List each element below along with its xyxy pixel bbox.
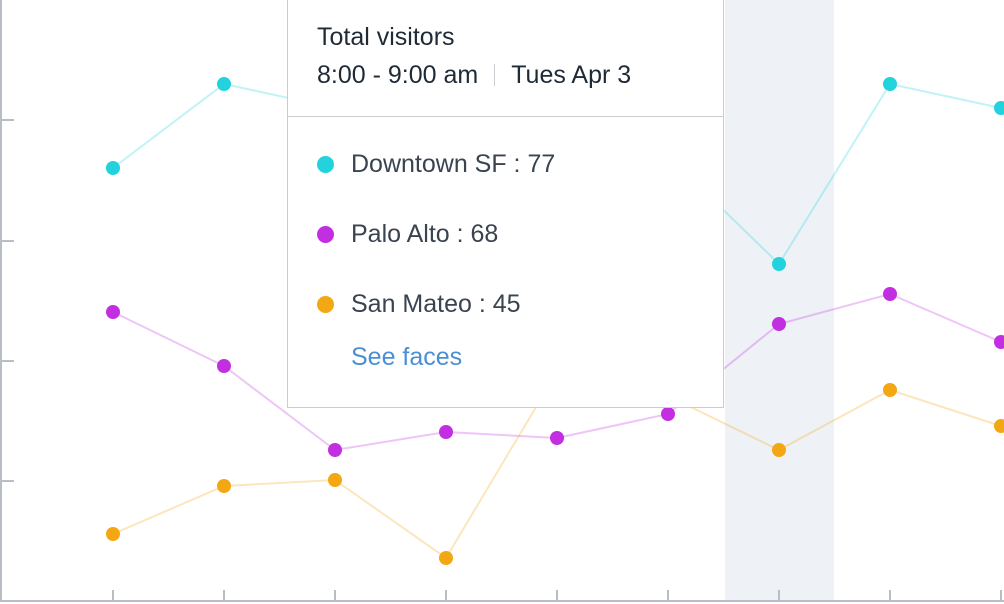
see-faces-link[interactable]: See faces [351,343,463,371]
point-downtown-sf-7 [772,257,786,271]
palo-alto-dot-icon [317,225,334,243]
tooltip-item-label: Palo Alto : 68 [351,219,499,248]
tooltip-body: Downtown SF : 77 Palo Alto : 68 San Mate… [288,129,723,372]
point-palo-alto-2 [217,359,231,373]
downtown-sf-dot-icon [317,155,334,173]
point-palo-alto-1 [106,305,120,319]
point-palo-alto-8 [883,287,897,301]
tooltip-header: Total visitors 8:00 - 9:00 am Tues Apr 3 [288,0,723,117]
point-palo-alto-7 [772,317,786,331]
tooltip-item-palo-alto: Palo Alto : 68 [317,199,723,269]
divider [494,64,496,86]
tooltip-time: 8:00 - 9:00 am [317,61,479,89]
point-palo-alto-3 [328,443,342,457]
tooltip: Total visitors 8:00 - 9:00 am Tues Apr 3 … [287,0,724,408]
point-palo-alto-4 [439,425,453,439]
point-downtown-sf-8 [883,77,897,91]
point-downtown-sf-2 [217,77,231,91]
tooltip-title: Total visitors [317,23,455,51]
point-palo-alto-9 [994,335,1004,349]
tooltip-item-san-mateo: San Mateo : 45 [317,269,723,339]
point-san-mateo-3 [328,473,342,487]
point-san-mateo-4 [439,551,453,565]
tooltip-date: Tues Apr 3 [511,61,632,89]
highlight-band [725,0,834,600]
point-san-mateo-7 [772,443,786,457]
point-downtown-sf-1 [106,161,120,175]
tooltip-subtitle: 8:00 - 9:00 am Tues Apr 3 [317,60,723,90]
point-palo-alto-6 [661,407,675,421]
point-san-mateo-1 [106,527,120,541]
san-mateo-dot-icon [317,295,334,313]
point-san-mateo-2 [217,479,231,493]
tooltip-item-downtown-sf: Downtown SF : 77 [317,129,723,199]
tooltip-item-label: San Mateo : 45 [351,289,521,318]
tooltip-item-label: Downtown SF : 77 [351,149,556,178]
point-downtown-sf-9 [994,101,1004,115]
point-san-mateo-8 [883,383,897,397]
point-san-mateo-9 [994,419,1004,433]
point-palo-alto-5 [550,431,564,445]
